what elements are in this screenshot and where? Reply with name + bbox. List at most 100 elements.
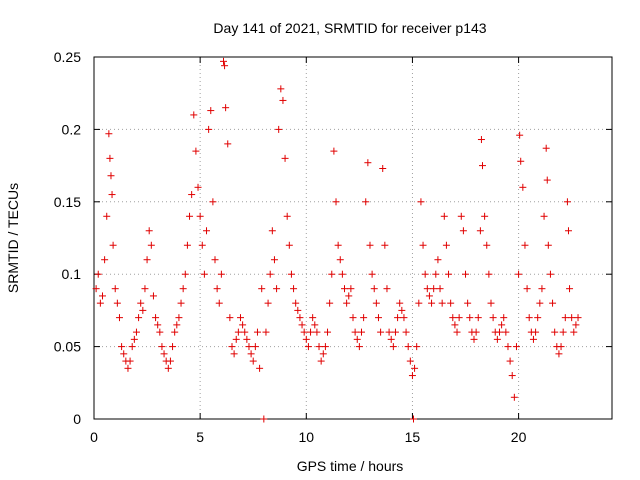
data-point [275,125,283,133]
data-point [124,364,132,372]
data-point [544,241,552,249]
data-point [464,299,472,307]
data-point [169,343,177,351]
data-point [487,299,495,307]
data-point [236,314,244,322]
data-point [292,299,300,307]
data-point [455,314,463,322]
data-point [332,198,340,206]
data-point [118,343,126,351]
data-point [349,314,357,322]
data-point [396,299,404,307]
data-point [561,314,569,322]
data-point [474,314,482,322]
x-tick-label: 0 [90,429,98,445]
data-point [209,198,217,206]
data-point [194,183,202,191]
data-point [205,125,213,133]
data-point [389,343,397,351]
y-tick-label: 0.15 [54,194,81,210]
data-point [113,299,121,307]
data-point [566,285,574,293]
data-point [139,306,147,314]
data-point [207,107,215,115]
data-point [425,292,433,300]
data-point [447,299,455,307]
data-point [385,328,393,336]
data-point [211,256,219,264]
data-point [462,270,470,278]
data-point [173,321,181,329]
data-point [230,350,238,358]
data-point [152,314,160,322]
data-point [298,321,306,329]
data-point [311,321,319,329]
data-point [400,314,408,322]
data-point [141,285,149,293]
data-point [160,350,168,358]
data-point [372,299,380,307]
data-point [196,212,204,220]
data-point [377,328,385,336]
data-point [179,285,187,293]
data-point [321,343,329,351]
data-point [147,241,155,249]
data-point [171,328,179,336]
data-point [540,212,548,220]
data-point [132,328,140,336]
data-point [521,241,529,249]
data-point [302,335,310,343]
data-point [351,328,359,336]
data-point [290,285,298,293]
data-point [423,285,431,293]
y-tick-label: 0.1 [62,266,82,282]
data-point [347,285,355,293]
data-point [413,343,421,351]
data-point [360,314,368,322]
data-point [542,144,550,152]
data-point [353,335,361,343]
data-point [300,328,308,336]
data-point [557,343,565,351]
data-point [498,321,506,329]
data-point [525,314,533,322]
data-point [572,321,580,329]
data-point [279,96,287,104]
data-point [419,241,427,249]
data-point [222,104,230,112]
data-point [451,321,459,329]
data-point [251,343,259,351]
x-tick-label: 15 [405,429,421,445]
data-point [313,328,321,336]
data-point [317,357,325,365]
data-point [466,314,474,322]
data-point [154,321,162,329]
data-point [355,343,363,351]
y-axis-label: SRMTID / TECUs [5,183,21,293]
x-axis-label: GPS time / hours [297,458,404,474]
data-point [247,350,255,358]
data-point [287,270,295,278]
data-point [296,314,304,322]
data-point [270,256,278,264]
axis-ticks: 0 5 10 15 20 0 0.05 0.1 0.15 0.2 0.25 [54,49,612,445]
data-point [130,335,138,343]
data-point [404,343,412,351]
data-point [512,343,520,351]
data-point [516,131,524,139]
data-point [366,241,374,249]
data-point [481,212,489,220]
data-point [559,328,567,336]
data-point [200,270,208,278]
data-point [336,256,344,264]
data-point [432,270,440,278]
data-point [534,314,542,322]
data-point [415,299,423,307]
data-point [101,256,109,264]
data-point [563,198,571,206]
data-point [442,241,450,249]
chart-title: Day 141 of 2021, SRMTID for receiver p14… [213,20,486,36]
data-point [258,285,266,293]
data-point [379,164,387,172]
